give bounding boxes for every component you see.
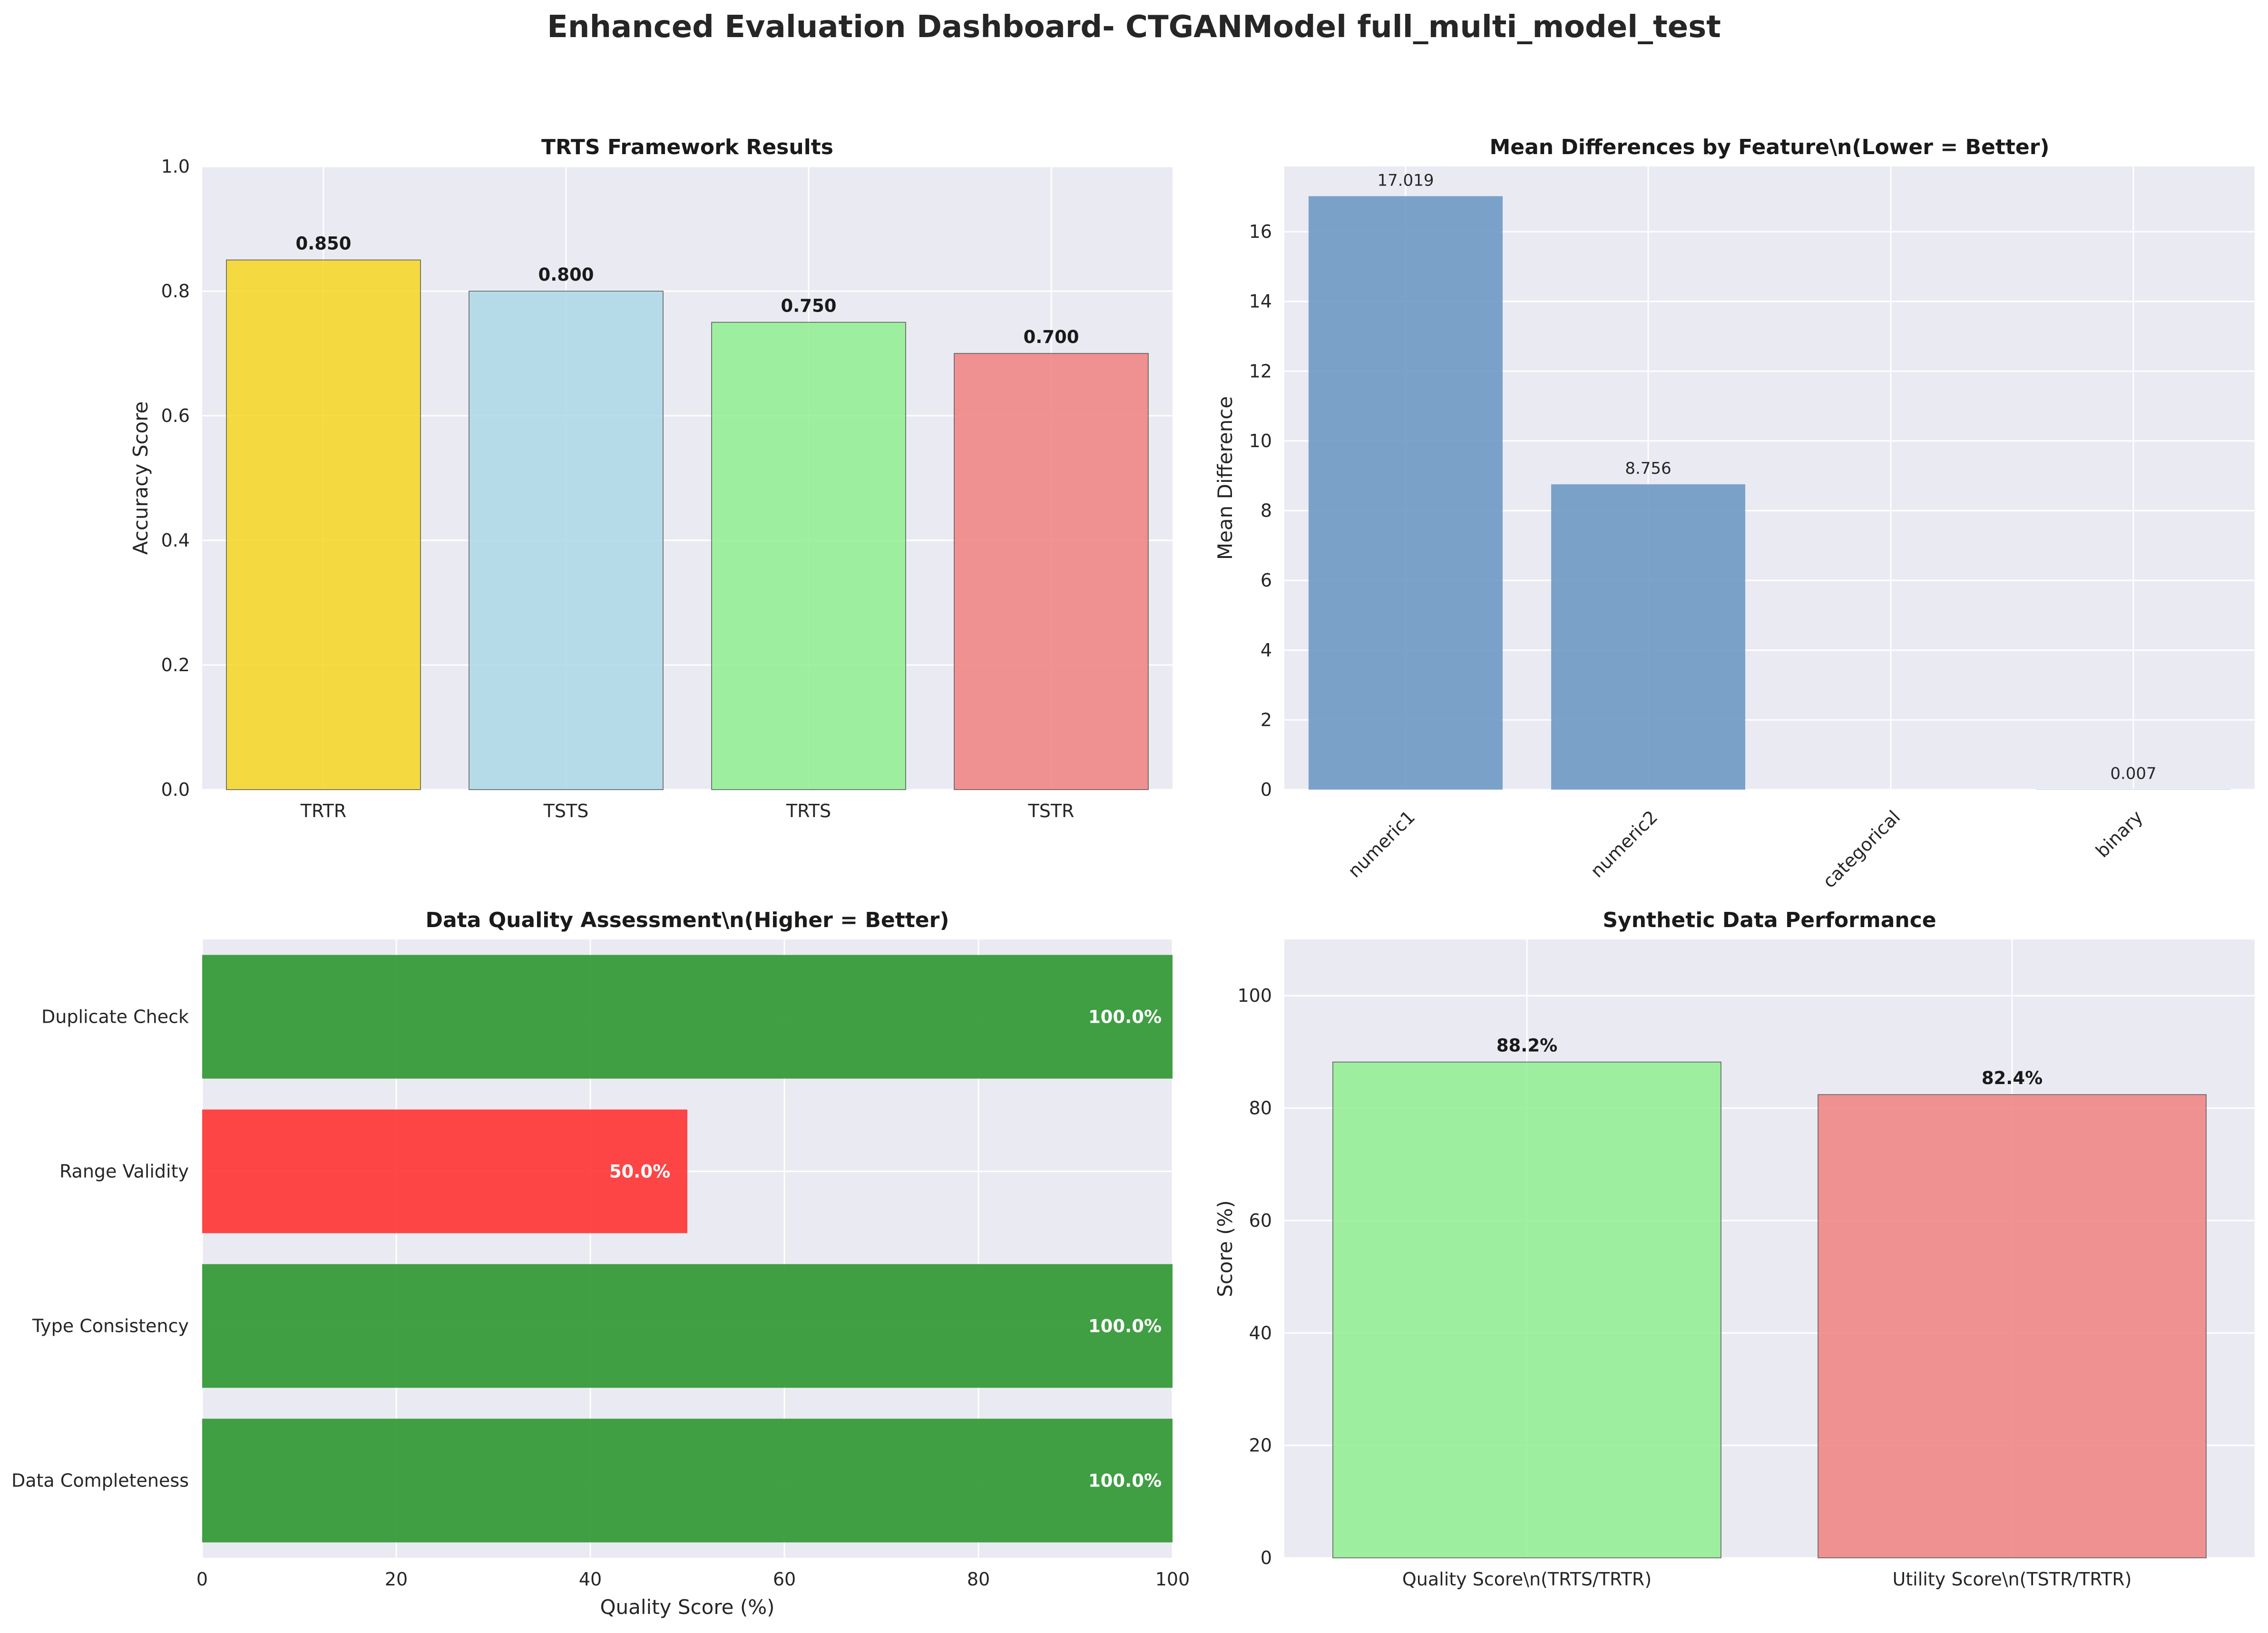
bar-data-completeness	[202, 1418, 1173, 1543]
y-axis-label: Accuracy Score	[129, 401, 152, 555]
y-tick-label: 100	[1237, 985, 1272, 1006]
chart-title: Data Quality Assessment\n(Higher = Bette…	[426, 908, 949, 932]
x-tick-label: 60	[773, 1569, 796, 1590]
value-label: 100.0%	[1088, 1316, 1162, 1337]
bar-type-consistency	[202, 1264, 1173, 1388]
x-tick-label: TRTS	[786, 801, 831, 821]
x-tick-label: 40	[579, 1569, 602, 1590]
y-tick-label: 2	[1261, 709, 1272, 730]
y-tick-label: 14	[1249, 291, 1272, 312]
x-tick-label: TSTR	[1028, 801, 1075, 821]
chart-title: TRTS Framework Results	[541, 135, 833, 159]
x-tick-label: 100	[1155, 1569, 1190, 1590]
x-tick-label: Utility Score\n(TSTR/TRTR)	[1892, 1569, 2131, 1590]
bar-numeric1	[1309, 196, 1503, 790]
y-tick-label: 0.8	[161, 281, 190, 302]
y-axis-label: Mean Difference	[1213, 396, 1237, 560]
charts-container: TRTS Framework Results 0.0 0.2 0.4 0.6 0.8 1.0…	[11, 135, 2255, 1619]
value-label: 0.007	[2110, 764, 2156, 783]
y-tick-label: 0.4	[161, 530, 190, 551]
y-tick-label: 8	[1261, 500, 1272, 521]
y-tick-label: Range Validity	[59, 1161, 189, 1182]
y-tick-label: 4	[1261, 640, 1272, 661]
x-axis-label: Quality Score (%)	[600, 1595, 774, 1619]
chart-panel-2: Mean Differences by Feature\n(Lower = Be…	[1213, 135, 2255, 892]
x-tick-label: TSTS	[543, 801, 589, 821]
y-tick-label: 0.2	[161, 655, 190, 675]
y-tick-label: 12	[1249, 361, 1272, 381]
y-tick-label: Duplicate Check	[41, 1007, 189, 1027]
y-tick-label: 6	[1261, 570, 1272, 591]
value-label: 88.2%	[1496, 1036, 1557, 1056]
dashboard-title: Enhanced Evaluation Dashboard- CTGANMode…	[547, 10, 1721, 45]
y-axis-label: Score (%)	[1213, 1200, 1237, 1297]
value-label: 0.800	[538, 264, 594, 285]
x-tick-label: TRTR	[300, 801, 346, 821]
y-tick-label: 20	[1249, 1435, 1272, 1456]
x-tick-label: 20	[385, 1569, 408, 1590]
y-tick-label: 1.0	[161, 156, 190, 177]
value-label: 0.750	[781, 296, 836, 316]
y-tick-label: 16	[1249, 221, 1272, 242]
x-tick-label: 0	[196, 1569, 208, 1590]
y-tick-label: 0	[1261, 1547, 1272, 1568]
y-tick-label: 0.6	[161, 405, 190, 426]
y-tick-label: Type Consistency	[32, 1316, 189, 1337]
y-tick-label: 60	[1249, 1210, 1272, 1231]
bar-numeric2	[1551, 484, 1745, 790]
y-tick-label: 40	[1249, 1322, 1272, 1343]
bar-tsts	[469, 291, 664, 790]
value-label: 100.0%	[1088, 1471, 1162, 1491]
bar-tstr	[954, 353, 1149, 790]
bar-duplicate-check	[202, 955, 1173, 1079]
value-label: 17.019	[1378, 171, 1434, 190]
x-tick-label: Quality Score\n(TRTS/TRTR)	[1402, 1569, 1652, 1590]
chart-title: Mean Differences by Feature\n(Lower = Be…	[1489, 135, 2049, 159]
bar-quality-score-n-trts-trtr-	[1332, 1061, 1721, 1558]
bar-trts	[711, 322, 906, 790]
y-tick-label: 80	[1249, 1098, 1272, 1119]
bar-binary	[2036, 789, 2230, 790]
value-label: 82.4%	[1982, 1068, 2043, 1088]
y-tick-label: Data Completeness	[11, 1470, 189, 1491]
value-label: 0.700	[1023, 327, 1079, 347]
x-tick-label: 80	[967, 1569, 990, 1590]
value-label: 100.0%	[1088, 1007, 1162, 1027]
value-label: 0.850	[295, 234, 351, 254]
value-label: 8.756	[1625, 459, 1671, 478]
value-label: 50.0%	[609, 1162, 670, 1182]
y-tick-label: 0.0	[161, 779, 190, 800]
bar-trtr	[226, 259, 421, 790]
y-tick-label: 10	[1249, 430, 1272, 451]
chart-panel-1: TRTS Framework Results 0.0 0.2 0.4 0.6 0.8 1.0…	[129, 135, 1173, 821]
chart-panel-3: Data Quality Assessment\n(Higher = Bette…	[11, 908, 1190, 1619]
chart-panel-4: Synthetic Data Performance 0 20 40 60 80 100 88…	[1213, 908, 2255, 1590]
y-tick-label: 0	[1261, 779, 1272, 800]
chart-title: Synthetic Data Performance	[1603, 908, 1936, 932]
bar-utility-score-n-tstr-trtr-	[1818, 1094, 2207, 1558]
bar-range-validity	[202, 1109, 687, 1233]
